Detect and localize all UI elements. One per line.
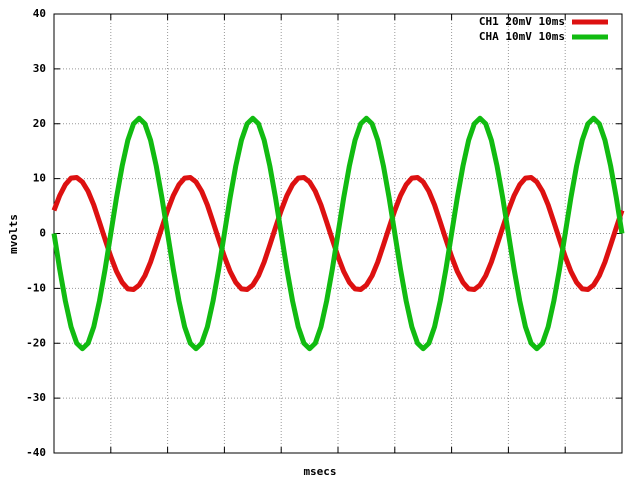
y-tick-label: -40 bbox=[26, 446, 46, 459]
y-axis-label: mvolts bbox=[7, 214, 20, 254]
y-tick-label: 20 bbox=[33, 117, 46, 130]
series-line bbox=[51, 115, 625, 352]
y-tick-label: -30 bbox=[26, 391, 46, 404]
y-tick-label: 10 bbox=[33, 172, 46, 185]
y-tick-label: -20 bbox=[26, 336, 46, 349]
y-tick-label: -10 bbox=[26, 281, 46, 294]
y-tick-label: 0 bbox=[39, 227, 46, 240]
legend-label: CHA 10mV 10ms bbox=[479, 30, 565, 43]
series-line bbox=[51, 175, 625, 292]
x-axis-label: msecs bbox=[303, 465, 336, 478]
legend-label: CH1 20mV 10ms bbox=[479, 15, 565, 28]
y-tick-label: 40 bbox=[33, 7, 46, 20]
y-tick-label: 30 bbox=[33, 62, 46, 75]
